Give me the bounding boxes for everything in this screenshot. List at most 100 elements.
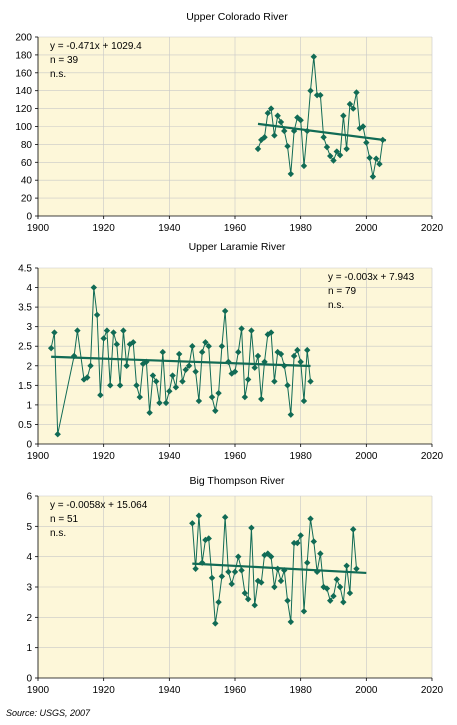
data-point xyxy=(307,515,314,522)
data-point xyxy=(215,598,222,606)
data-point xyxy=(248,327,255,334)
data-point xyxy=(313,568,321,576)
y-tick-label: 1 xyxy=(26,400,32,411)
data-point xyxy=(320,134,327,141)
data-point xyxy=(218,573,226,580)
y-tick-label: 5 xyxy=(26,522,32,533)
data-point xyxy=(74,327,81,334)
data-point xyxy=(93,311,101,319)
data-point xyxy=(221,307,229,315)
data-point xyxy=(120,327,127,334)
y-tick-label: 200 xyxy=(15,33,32,44)
y-tick-label: 0 xyxy=(26,440,32,451)
data-point xyxy=(281,127,288,135)
data-point xyxy=(192,565,199,572)
data-point xyxy=(100,335,107,342)
data-point xyxy=(340,598,347,606)
y-tick-label: 1 xyxy=(26,643,32,654)
y-tick-label: 3.5 xyxy=(18,303,32,314)
data-point xyxy=(162,399,170,407)
data-point xyxy=(304,559,311,566)
data-point xyxy=(290,127,298,135)
data-point xyxy=(189,520,196,527)
regression-annotation: n.s. xyxy=(328,300,344,311)
data-point xyxy=(254,352,262,360)
regression-annotation: n = 79 xyxy=(328,286,357,297)
data-point xyxy=(238,325,245,332)
data-point xyxy=(271,378,278,385)
data-point xyxy=(156,399,163,407)
data-point xyxy=(189,343,196,350)
data-point xyxy=(136,393,143,401)
data-point xyxy=(307,378,314,385)
data-point xyxy=(379,136,386,144)
x-tick-label: 1920 xyxy=(93,451,116,462)
data-point xyxy=(175,350,183,358)
data-point xyxy=(350,105,357,112)
data-point xyxy=(110,329,117,336)
data-point xyxy=(244,376,252,383)
y-tick-label: 4 xyxy=(26,552,32,563)
data-point xyxy=(359,123,367,130)
data-point xyxy=(51,329,58,336)
data-point xyxy=(300,608,308,615)
data-point xyxy=(116,382,124,389)
data-point xyxy=(202,339,209,346)
data-point xyxy=(261,551,268,559)
data-point xyxy=(287,411,295,418)
y-tick-label: 4 xyxy=(26,283,32,294)
regression-annotation: y = -0.003x + 7.943 xyxy=(328,272,415,283)
regression-annotation: y = -0.0058x + 15.064 xyxy=(50,500,148,511)
data-point xyxy=(290,352,298,360)
data-point xyxy=(327,597,334,604)
data-point xyxy=(130,339,137,346)
x-tick-label: 1940 xyxy=(158,223,181,234)
data-point xyxy=(149,372,157,379)
data-point xyxy=(284,382,291,389)
data-point xyxy=(123,362,130,369)
data-point xyxy=(251,602,258,609)
data-point xyxy=(133,382,140,389)
data-point xyxy=(212,407,219,414)
y-tick-label: 0 xyxy=(26,674,32,685)
x-tick-label: 2000 xyxy=(355,685,378,696)
data-point xyxy=(143,358,150,366)
data-point xyxy=(267,105,275,112)
data-point xyxy=(353,89,360,96)
data-point xyxy=(198,559,206,566)
data-point xyxy=(300,397,308,405)
x-tick-label: 1960 xyxy=(224,685,247,696)
x-tick-label: 2000 xyxy=(355,451,378,462)
x-tick-label: 2020 xyxy=(421,451,444,462)
data-point xyxy=(225,568,232,576)
data-point xyxy=(333,576,340,583)
data-point xyxy=(107,382,114,389)
data-point xyxy=(244,595,252,603)
data-point xyxy=(221,514,229,521)
data-point xyxy=(103,327,111,334)
data-point xyxy=(284,142,291,150)
y-tick-label: 180 xyxy=(15,50,32,61)
data-point xyxy=(343,145,350,153)
data-point xyxy=(261,134,268,141)
chart-panel-2: Upper Laramie River 0 0.5 1 1.5 2 2.5 3 3.5 4 4.5 1… xyxy=(18,241,443,462)
data-point xyxy=(205,343,212,350)
data-point xyxy=(215,389,222,397)
data-point xyxy=(258,395,265,403)
data-point xyxy=(330,592,337,600)
regression-annotation: n.s. xyxy=(50,528,66,539)
data-point xyxy=(323,143,331,151)
y-tick-label: 160 xyxy=(15,68,32,79)
data-point xyxy=(336,583,344,591)
data-point xyxy=(310,538,317,545)
regression-annotation: y = -0.471x + 1029.4 xyxy=(50,41,142,52)
data-point xyxy=(198,348,206,356)
data-point xyxy=(185,362,193,369)
x-tick-label: 1900 xyxy=(27,451,50,462)
data-point xyxy=(231,568,239,576)
data-point xyxy=(192,368,199,375)
regression-annotation: n = 39 xyxy=(50,55,79,66)
data-point xyxy=(323,585,331,592)
y-tick-label: 4.5 xyxy=(18,264,32,275)
data-point xyxy=(166,388,173,395)
